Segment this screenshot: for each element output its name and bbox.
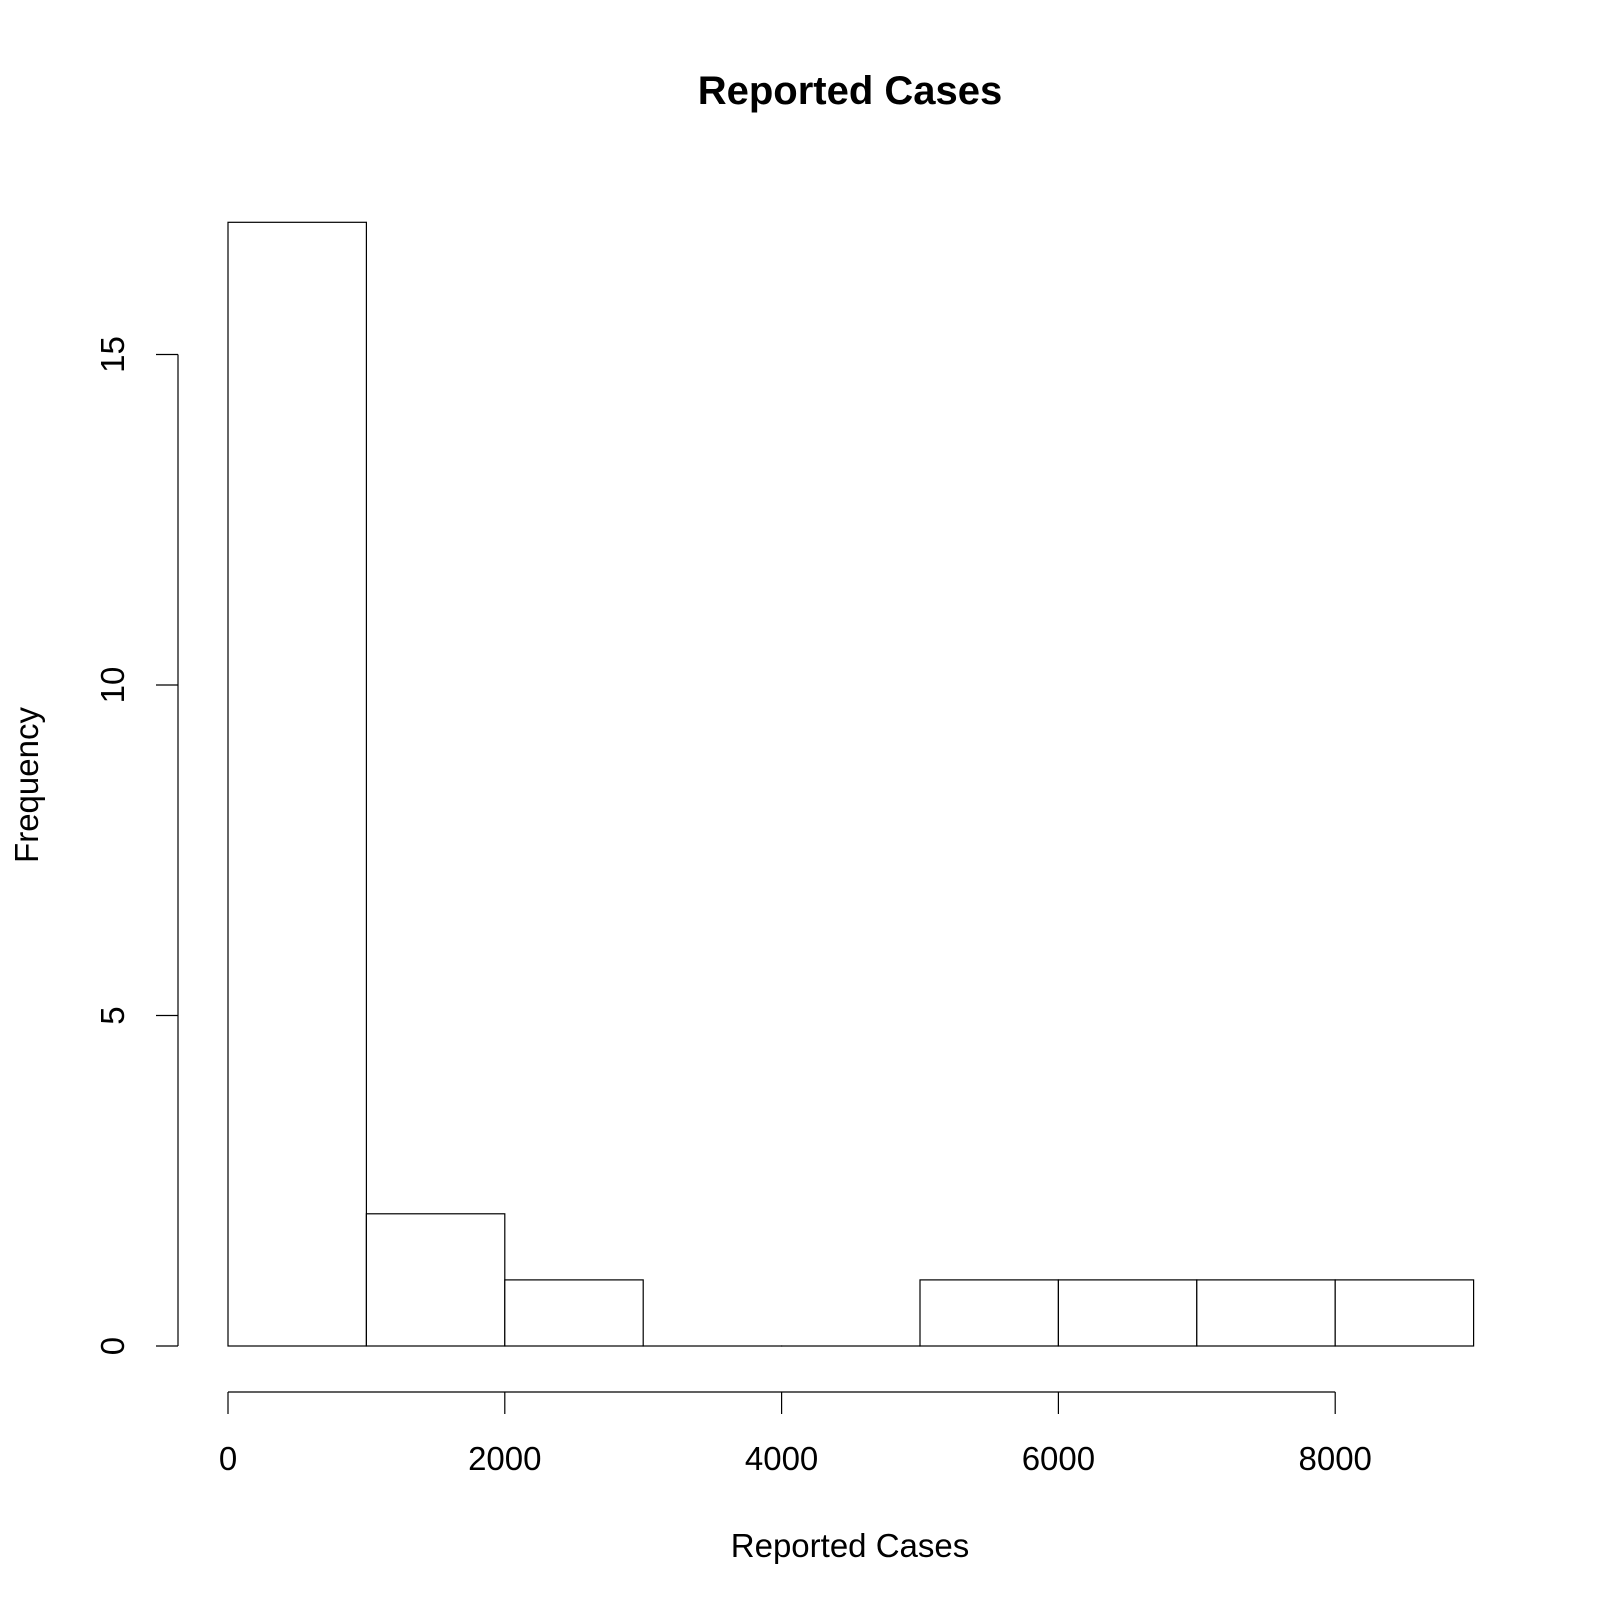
x-tick-label: 4000 bbox=[745, 1440, 818, 1477]
bars-group bbox=[227, 221, 1475, 1347]
x-tick-label: 2000 bbox=[468, 1440, 541, 1477]
y-tick-label: 5 bbox=[94, 1006, 131, 1024]
histogram-bar bbox=[1196, 1279, 1336, 1347]
y-tick-label: 0 bbox=[94, 1337, 131, 1355]
chart-title: Reported Cases bbox=[698, 69, 1003, 113]
y-axis-label: Frequency bbox=[8, 707, 45, 863]
x-axis: 0 2000 4000 6000 8000 bbox=[219, 1391, 1372, 1477]
histogram-bar bbox=[227, 221, 367, 1347]
histogram-bar bbox=[365, 1213, 506, 1347]
x-tick-label: 6000 bbox=[1022, 1440, 1095, 1477]
y-tick-label: 15 bbox=[94, 336, 131, 373]
x-tick-label: 0 bbox=[219, 1440, 237, 1477]
histogram-bar bbox=[1057, 1279, 1198, 1347]
histogram-bar bbox=[1334, 1279, 1475, 1347]
x-tick-label: 8000 bbox=[1298, 1440, 1371, 1477]
y-tick-label: 10 bbox=[94, 667, 131, 704]
y-axis: 0 5 10 15 bbox=[94, 336, 179, 1355]
histogram-bar bbox=[919, 1279, 1059, 1347]
histogram-bar bbox=[504, 1279, 644, 1347]
x-axis-label: Reported Cases bbox=[731, 1527, 969, 1564]
